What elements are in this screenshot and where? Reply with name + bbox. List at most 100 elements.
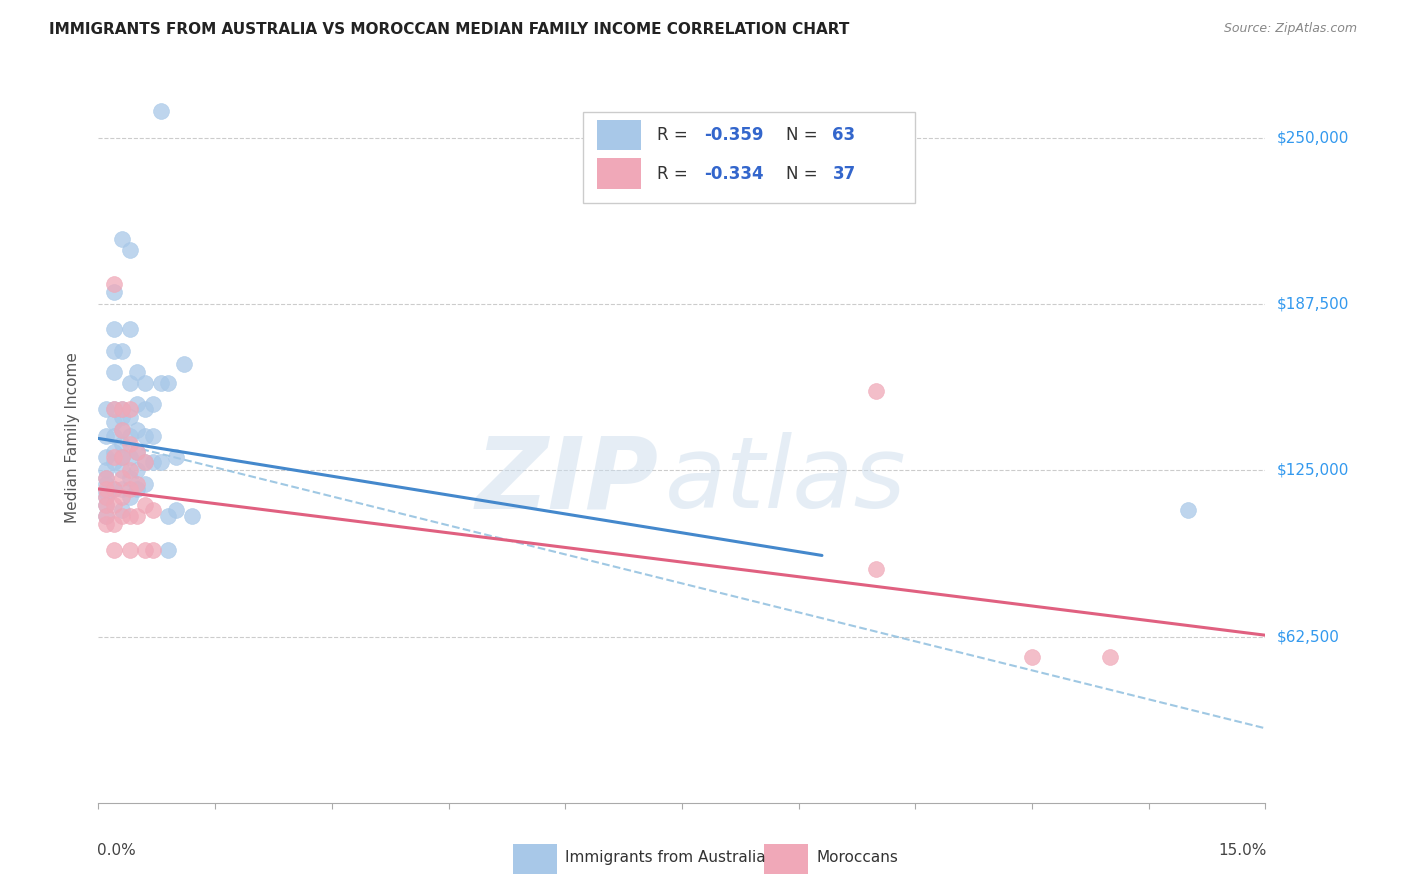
Point bbox=[118, 508, 141, 523]
Point bbox=[127, 463, 149, 477]
Point bbox=[111, 436, 134, 450]
Point bbox=[134, 476, 156, 491]
Text: R =: R = bbox=[658, 165, 693, 183]
Text: 15.0%: 15.0% bbox=[1218, 843, 1267, 858]
Point bbox=[96, 490, 118, 504]
Text: IMMIGRANTS FROM AUSTRALIA VS MOROCCAN MEDIAN FAMILY INCOME CORRELATION CHART: IMMIGRANTS FROM AUSTRALIA VS MOROCCAN ME… bbox=[49, 22, 849, 37]
Point bbox=[103, 402, 125, 417]
Point bbox=[96, 476, 118, 491]
Point bbox=[96, 450, 118, 464]
Text: $62,500: $62,500 bbox=[1277, 629, 1340, 644]
Point bbox=[157, 508, 180, 523]
Text: ZIP: ZIP bbox=[475, 433, 658, 530]
Point bbox=[134, 402, 156, 417]
Point bbox=[111, 471, 134, 485]
Point bbox=[118, 410, 141, 425]
Point bbox=[111, 424, 134, 438]
Text: $250,000: $250,000 bbox=[1277, 130, 1348, 145]
Point bbox=[173, 357, 195, 371]
Point bbox=[96, 471, 118, 485]
Point bbox=[118, 376, 141, 390]
Point bbox=[157, 376, 180, 390]
Point bbox=[1021, 649, 1043, 664]
Point bbox=[103, 516, 125, 531]
Point bbox=[96, 463, 118, 477]
Point bbox=[142, 429, 165, 443]
Point bbox=[103, 343, 125, 358]
Text: N =: N = bbox=[786, 165, 823, 183]
Point bbox=[142, 455, 165, 469]
Point bbox=[96, 484, 118, 499]
Point bbox=[118, 482, 141, 496]
Text: Immigrants from Australia: Immigrants from Australia bbox=[565, 850, 766, 865]
Point bbox=[111, 450, 134, 464]
Text: R =: R = bbox=[658, 126, 693, 144]
Point bbox=[111, 450, 134, 464]
Point bbox=[111, 490, 134, 504]
Point bbox=[118, 490, 141, 504]
Point bbox=[865, 562, 887, 576]
Point bbox=[103, 322, 125, 336]
Point bbox=[1177, 503, 1199, 517]
Point bbox=[111, 503, 134, 517]
Point bbox=[149, 376, 172, 390]
Text: Moroccans: Moroccans bbox=[815, 850, 898, 865]
Point bbox=[134, 376, 156, 390]
Point bbox=[865, 384, 887, 398]
Point bbox=[118, 243, 141, 257]
Point bbox=[96, 471, 118, 485]
Point bbox=[111, 424, 134, 438]
Text: $187,500: $187,500 bbox=[1277, 297, 1348, 311]
Point bbox=[111, 410, 134, 425]
Point bbox=[134, 455, 156, 469]
Point bbox=[142, 397, 165, 411]
FancyBboxPatch shape bbox=[513, 845, 557, 874]
Point bbox=[134, 429, 156, 443]
Point bbox=[111, 463, 134, 477]
Point bbox=[96, 429, 118, 443]
Point bbox=[118, 471, 141, 485]
FancyBboxPatch shape bbox=[596, 120, 641, 151]
Text: 37: 37 bbox=[832, 165, 856, 183]
Point bbox=[134, 455, 156, 469]
Point bbox=[103, 482, 125, 496]
Point bbox=[142, 503, 165, 517]
Point bbox=[127, 424, 149, 438]
Point bbox=[127, 444, 149, 458]
Point bbox=[127, 365, 149, 379]
Text: 63: 63 bbox=[832, 126, 856, 144]
Point bbox=[96, 498, 118, 512]
Text: Source: ZipAtlas.com: Source: ZipAtlas.com bbox=[1223, 22, 1357, 36]
Point bbox=[1098, 649, 1121, 664]
Point bbox=[149, 104, 172, 119]
Point bbox=[118, 402, 141, 417]
Point bbox=[103, 498, 125, 512]
Point bbox=[111, 482, 134, 496]
Point bbox=[96, 498, 118, 512]
Point bbox=[103, 482, 125, 496]
Point bbox=[180, 508, 202, 523]
Point bbox=[96, 516, 118, 531]
Point bbox=[118, 436, 141, 450]
Point bbox=[157, 543, 180, 558]
Point bbox=[127, 508, 149, 523]
Point bbox=[103, 444, 125, 458]
FancyBboxPatch shape bbox=[596, 159, 641, 189]
Point bbox=[127, 444, 149, 458]
Point bbox=[103, 416, 125, 430]
Point bbox=[127, 397, 149, 411]
Text: 0.0%: 0.0% bbox=[97, 843, 136, 858]
Text: N =: N = bbox=[786, 126, 823, 144]
Point bbox=[103, 402, 125, 417]
Text: atlas: atlas bbox=[665, 433, 905, 530]
Text: -0.359: -0.359 bbox=[704, 126, 763, 144]
Point bbox=[127, 482, 149, 496]
Point bbox=[134, 543, 156, 558]
Point bbox=[103, 277, 125, 292]
Point bbox=[111, 508, 134, 523]
Point bbox=[165, 503, 187, 517]
Point bbox=[96, 490, 118, 504]
Y-axis label: Median Family Income: Median Family Income bbox=[65, 351, 80, 523]
Point bbox=[134, 498, 156, 512]
Point bbox=[96, 402, 118, 417]
